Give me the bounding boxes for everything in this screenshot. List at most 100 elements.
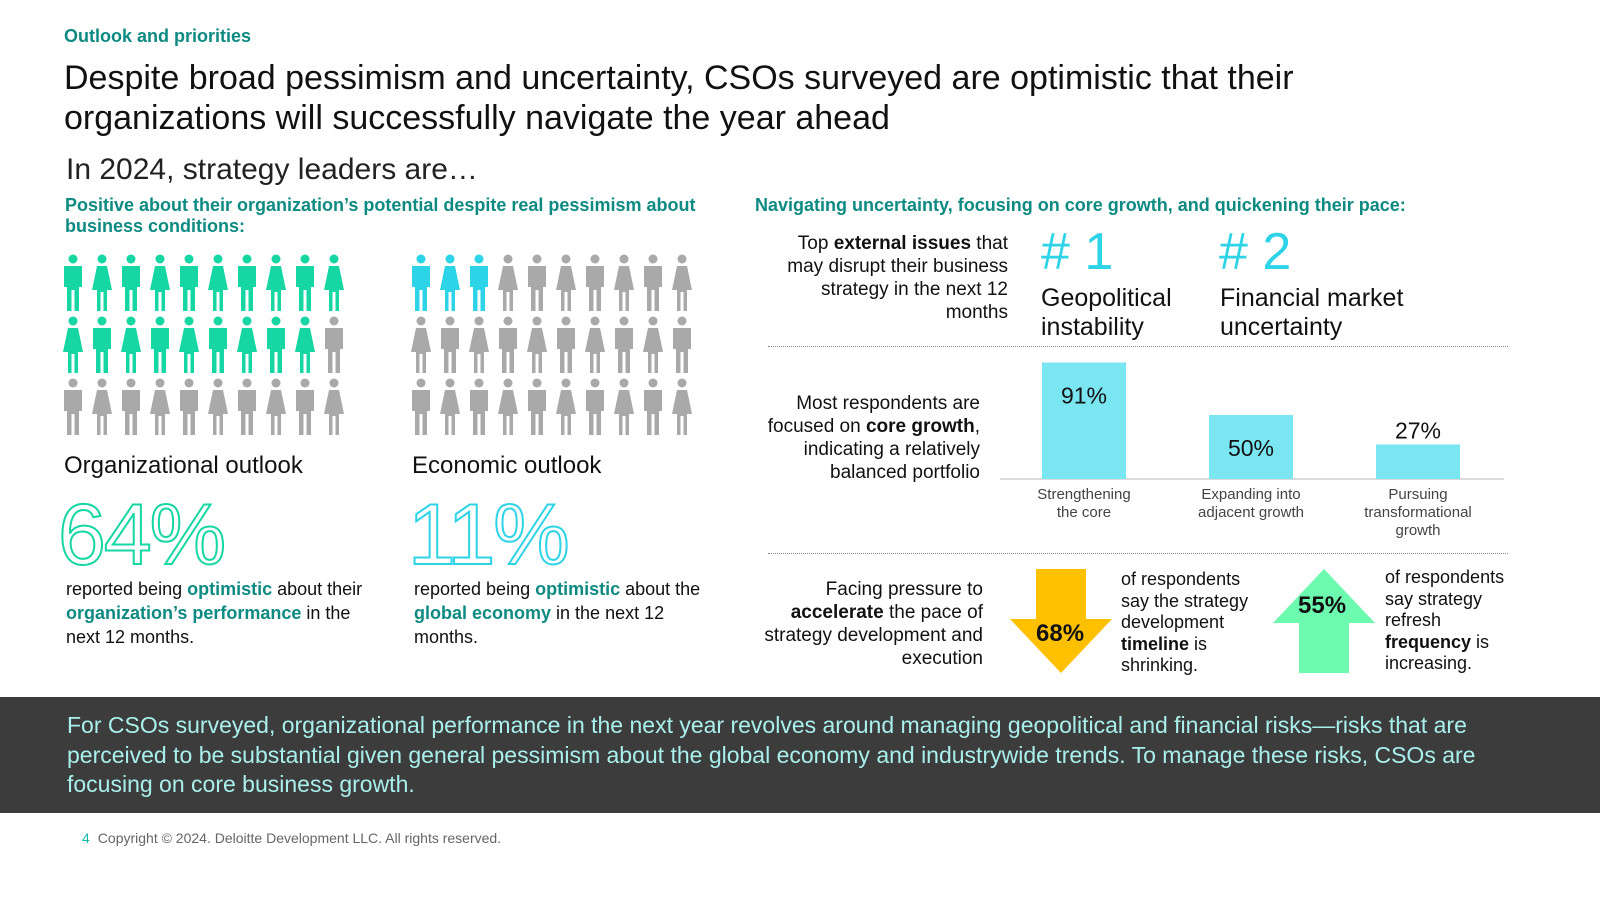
timeline-shrinking-note: of respondents say the strategy developm… [1121,569,1249,675]
person-male-icon [151,316,169,373]
person-male-icon [441,316,459,373]
person-female-icon [237,316,257,373]
refresh-frequency-percent: 55% [1298,592,1347,619]
economic-outlook-pictogram [410,254,700,444]
category-label: Strengthening the core [1037,486,1130,521]
section-divider [768,346,1508,347]
person-female-icon [150,254,170,311]
person-male-icon [64,254,82,311]
refresh-frequency-note: of respondents say strategy refresh freq… [1385,567,1505,673]
timeline-shrinking-percent: 68% [1036,620,1085,647]
person-female-icon [208,378,228,435]
person-female-icon [527,316,547,373]
external-issues-label: Top external issues that may disrupt the… [787,233,1008,323]
person-female-icon [266,254,286,311]
person-female-icon [585,316,605,373]
person-female-icon [498,378,518,435]
eyebrow-label: Outlook and priorities [64,26,252,46]
person-female-icon [411,316,431,373]
rank-2-issue: Financial market uncertainty [1220,284,1404,341]
person-male-icon [528,378,546,435]
person-male-icon [673,316,691,373]
person-male-icon [586,254,604,311]
organizational-outlook-percent: 64% [57,487,227,583]
person-female-icon [121,316,141,373]
person-female-icon [672,378,692,435]
person-female-icon [498,254,518,311]
economic-outlook-description: reported being optimistic about the glob… [414,579,701,647]
subheading: In 2024, strategy leaders are… [66,153,478,186]
person-male-icon [296,254,314,311]
person-female-icon [440,378,460,435]
arrow-up-icon [1273,569,1375,673]
footer: 4 Copyright © 2024. Deloitte Development … [82,830,501,846]
section-divider [768,553,1508,554]
organizational-outlook-label: Organizational outlook [64,452,303,479]
person-female-icon [92,254,112,311]
summary-banner-text: For CSOs surveyed, organizational perfor… [67,712,1476,797]
person-female-icon [469,316,489,373]
person-male-icon [238,254,256,311]
right-section-lead: Navigating uncertainty, focusing on core… [755,195,1406,215]
person-female-icon [324,254,344,311]
person-male-icon [470,378,488,435]
copyright-text: Copyright © 2024. Deloitte Development L… [97,830,502,846]
person-male-icon [644,254,662,311]
person-female-icon [208,254,228,311]
emphasis-text: optimistic [535,579,621,599]
bar [1209,415,1293,479]
person-female-icon [179,316,199,373]
core-growth-label: Most respondents are focused on core gro… [767,393,980,483]
bar-data-label: 50% [1228,435,1274,461]
arrow-down-icon [1010,569,1112,673]
person-female-icon [556,254,576,311]
person-female-icon [643,316,663,373]
rank-2-number: # 2 [1219,223,1292,281]
person-female-icon [63,316,83,373]
left-section-lead: Positive about their organization’s pote… [65,195,696,236]
organizational-outlook-description: reported being optimistic about their or… [66,579,363,647]
bar-data-label: 27% [1395,417,1441,443]
person-female-icon [614,254,634,311]
economic-outlook-percent: 11% [407,487,571,583]
bar [1376,444,1460,479]
person-male-icon [325,316,343,373]
person-male-icon [528,254,546,311]
person-male-icon [180,378,198,435]
person-male-icon [557,316,575,373]
rank-1-issue: Geopolitical instability [1041,284,1172,341]
organizational-outlook-pictogram [62,254,352,444]
summary-banner: For CSOs surveyed, organizational perfor… [0,697,1600,813]
emphasis-text: global economy [414,603,552,623]
person-female-icon [324,378,344,435]
person-male-icon [64,378,82,435]
person-female-icon [614,378,634,435]
person-male-icon [296,378,314,435]
person-male-icon [122,254,140,311]
emphasis-text: organization’s performance [66,603,302,623]
growth-focus-bar-chart: 91% Strengthening the core 50% Expanding int… [1000,362,1504,539]
person-male-icon [615,316,633,373]
person-female-icon [295,316,315,373]
person-male-icon [412,378,430,435]
person-male-icon [499,316,517,373]
person-male-icon [586,378,604,435]
category-label: Pursuing transformational growth [1364,486,1472,539]
person-female-icon [672,254,692,311]
page-title: Despite broad pessimism and uncertainty,… [64,59,1294,137]
bar [1042,362,1126,479]
bar-data-label: 91% [1061,383,1107,409]
person-male-icon [644,378,662,435]
economic-outlook-label: Economic outlook [412,452,602,479]
person-male-icon [267,316,285,373]
person-male-icon [209,316,227,373]
page-number: 4 [82,830,90,846]
person-female-icon [266,378,286,435]
category-label: Expanding into adjacent growth [1198,486,1304,521]
person-male-icon [470,254,488,311]
person-male-icon [412,254,430,311]
rank-1-number: # 1 [1041,223,1114,281]
person-female-icon [556,378,576,435]
person-male-icon [93,316,111,373]
person-male-icon [122,378,140,435]
